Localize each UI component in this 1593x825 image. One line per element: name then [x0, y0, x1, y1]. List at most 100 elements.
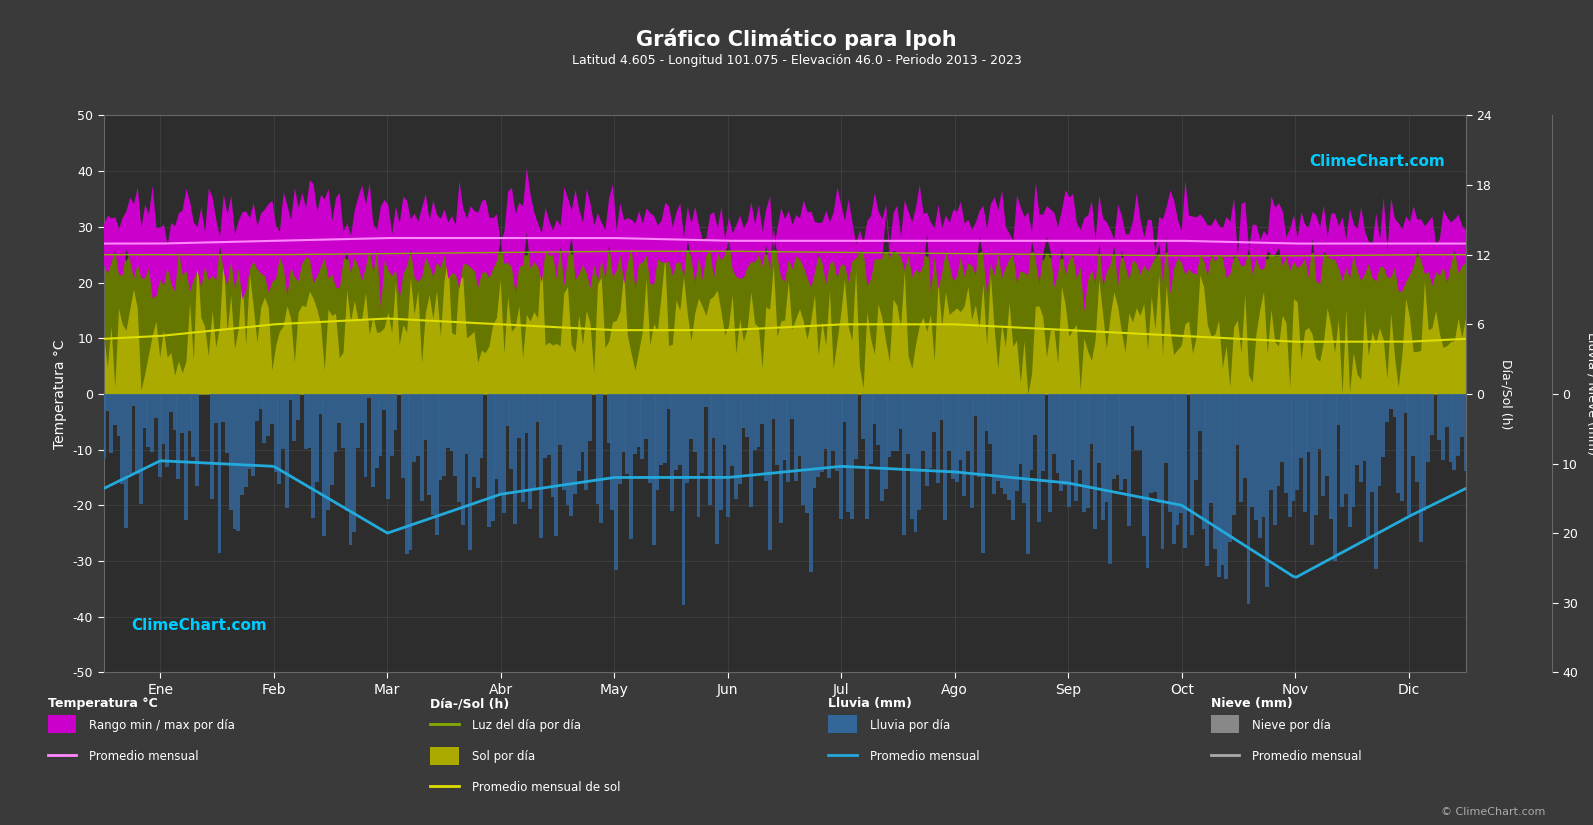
- Text: Nieve por día: Nieve por día: [1252, 719, 1332, 732]
- Bar: [1067, 394, 1070, 507]
- Bar: [970, 394, 973, 508]
- Bar: [1258, 394, 1262, 538]
- Bar: [1348, 394, 1351, 527]
- Bar: [1426, 394, 1431, 461]
- Bar: [1243, 394, 1247, 478]
- Bar: [1051, 394, 1056, 455]
- Bar: [236, 394, 241, 531]
- Bar: [734, 394, 738, 499]
- Bar: [1442, 394, 1445, 460]
- Bar: [977, 394, 981, 478]
- Bar: [1419, 394, 1423, 542]
- Bar: [472, 394, 476, 477]
- Bar: [416, 394, 421, 456]
- Bar: [1190, 394, 1195, 535]
- Bar: [540, 394, 543, 538]
- Bar: [862, 394, 865, 440]
- Bar: [408, 394, 413, 549]
- Bar: [843, 394, 846, 422]
- Bar: [723, 394, 726, 446]
- Bar: [771, 394, 776, 419]
- Bar: [1351, 394, 1356, 507]
- Bar: [1400, 394, 1403, 502]
- Bar: [1411, 394, 1415, 456]
- Text: Latitud 4.605 - Longitud 101.075 - Elevación 46.0 - Periodo 2013 - 2023: Latitud 4.605 - Longitud 101.075 - Eleva…: [572, 54, 1021, 67]
- Bar: [816, 394, 820, 477]
- Bar: [1078, 394, 1082, 469]
- Bar: [1082, 394, 1086, 512]
- Bar: [558, 394, 562, 446]
- Bar: [685, 394, 690, 483]
- Bar: [135, 394, 139, 474]
- Bar: [1373, 394, 1378, 569]
- Bar: [155, 394, 158, 418]
- Bar: [765, 394, 768, 481]
- Bar: [386, 394, 390, 499]
- Bar: [457, 394, 460, 502]
- Bar: [768, 394, 771, 549]
- Text: Promedio mensual: Promedio mensual: [1252, 750, 1362, 763]
- Bar: [607, 394, 610, 442]
- Bar: [1314, 394, 1317, 515]
- Bar: [1120, 394, 1123, 490]
- Bar: [502, 394, 507, 513]
- Bar: [521, 394, 524, 502]
- Bar: [1356, 394, 1359, 465]
- Bar: [449, 394, 454, 450]
- Bar: [1408, 394, 1411, 515]
- Bar: [121, 394, 124, 483]
- Bar: [682, 394, 685, 605]
- Bar: [746, 394, 749, 436]
- Bar: [529, 394, 532, 509]
- Bar: [1220, 394, 1225, 565]
- Bar: [390, 394, 393, 455]
- Bar: [868, 394, 873, 464]
- Bar: [820, 394, 824, 472]
- Bar: [244, 394, 247, 487]
- Bar: [102, 394, 105, 458]
- Bar: [161, 394, 166, 445]
- Bar: [913, 394, 918, 531]
- Bar: [1415, 394, 1419, 482]
- Bar: [177, 394, 180, 478]
- Text: Gráfico Climático para Ipoh: Gráfico Climático para Ipoh: [636, 29, 957, 50]
- Bar: [213, 394, 218, 423]
- Bar: [918, 394, 921, 510]
- Bar: [1456, 394, 1461, 456]
- Bar: [1270, 394, 1273, 490]
- Bar: [906, 394, 910, 455]
- Bar: [948, 394, 951, 450]
- Bar: [535, 394, 540, 422]
- Bar: [304, 394, 307, 449]
- Bar: [1176, 394, 1179, 526]
- Bar: [524, 394, 529, 433]
- Bar: [172, 394, 177, 431]
- Bar: [1037, 394, 1040, 522]
- Bar: [824, 394, 828, 449]
- Bar: [1306, 394, 1311, 451]
- Bar: [1161, 394, 1164, 549]
- Bar: [113, 394, 116, 425]
- Bar: [573, 394, 577, 494]
- Bar: [973, 394, 978, 416]
- Bar: [674, 394, 679, 469]
- Bar: [629, 394, 632, 539]
- Bar: [1389, 394, 1392, 409]
- Bar: [1281, 394, 1284, 463]
- Bar: [615, 394, 618, 570]
- Bar: [1251, 394, 1254, 507]
- Bar: [1381, 394, 1386, 457]
- Bar: [992, 394, 996, 494]
- Bar: [1126, 394, 1131, 526]
- Bar: [1074, 394, 1078, 501]
- Bar: [327, 394, 330, 511]
- Bar: [1134, 394, 1139, 450]
- Bar: [1195, 394, 1198, 480]
- Bar: [269, 394, 274, 424]
- Text: ClimeChart.com: ClimeChart.com: [1309, 154, 1445, 169]
- Bar: [760, 394, 765, 424]
- Bar: [1184, 394, 1187, 548]
- Bar: [798, 394, 801, 455]
- Bar: [1228, 394, 1231, 542]
- Bar: [1201, 394, 1206, 530]
